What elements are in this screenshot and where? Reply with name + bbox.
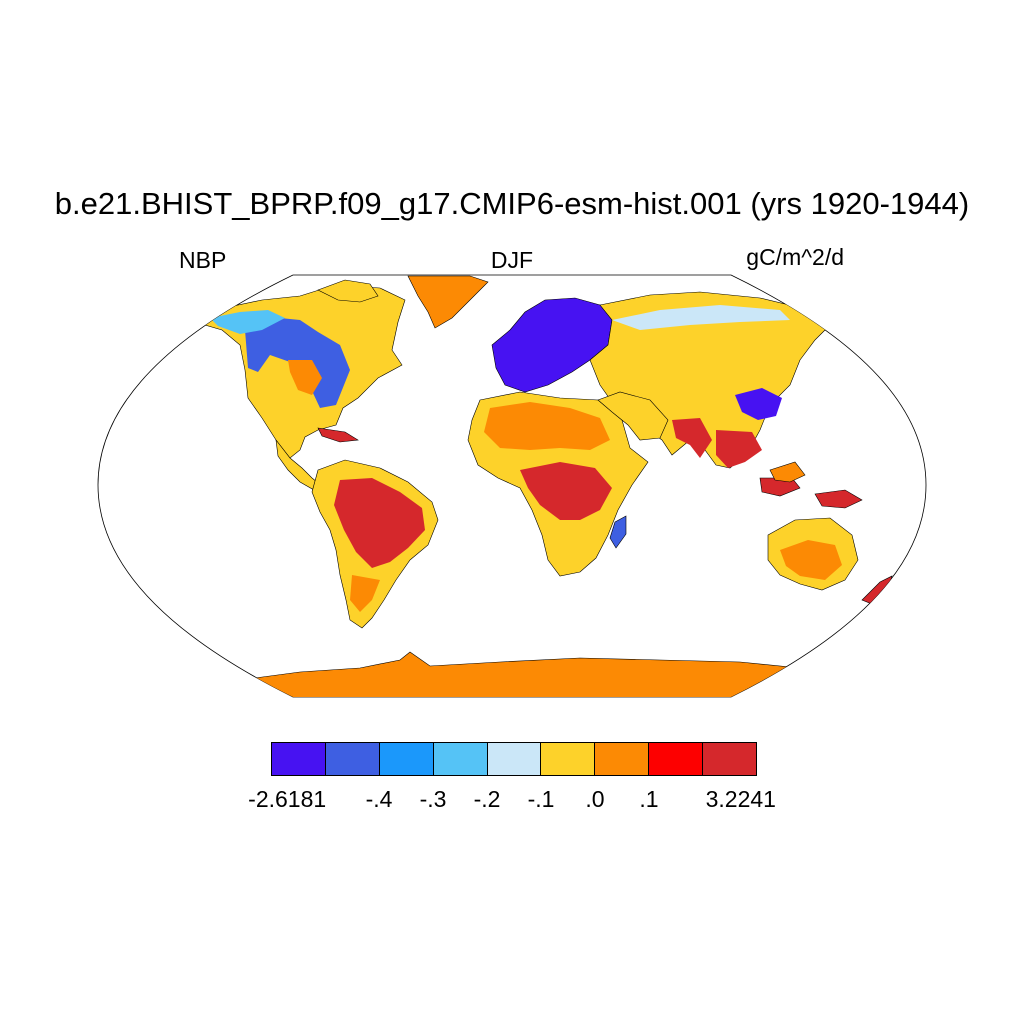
asia-lightblue — [612, 305, 790, 330]
colorbar-swatch — [487, 743, 542, 775]
colorbar-swatch — [433, 743, 488, 775]
sa-orange — [350, 575, 380, 612]
antarctica — [199, 651, 831, 697]
borneo — [769, 461, 806, 483]
australia-orange — [780, 540, 842, 580]
asia-blue-east — [735, 388, 782, 420]
colorbar-swatch — [649, 743, 704, 775]
greenland — [407, 275, 489, 329]
colorbar-swatch — [541, 743, 596, 775]
se-asia-red — [716, 430, 762, 468]
season-label: DJF — [490, 247, 534, 273]
madagascar — [609, 515, 627, 549]
colorbar-tick-label: -2.6181 — [248, 786, 327, 812]
na-lightblue — [210, 310, 285, 334]
colorbar-swatch — [379, 743, 434, 775]
colorbar-tick-label: -.3 — [419, 786, 447, 812]
middle-east — [597, 391, 669, 441]
africa-orange — [484, 402, 610, 450]
colorbar-tick-label: .0 — [585, 786, 605, 812]
arctic-islands — [317, 279, 379, 303]
sa-red — [334, 478, 425, 568]
colorbar-tick-label: -.4 — [365, 786, 393, 812]
colorbar-tick-label: 3.2241 — [705, 786, 776, 812]
colorbar-swatch — [595, 743, 650, 775]
colorbar-tick-label: -.2 — [473, 786, 501, 812]
colorbar — [271, 742, 757, 776]
colorbar-tick-label: .1 — [639, 786, 659, 812]
variable-label: NBP — [179, 247, 227, 273]
na-orange — [288, 360, 322, 395]
map-title: b.e21.BHIST_BPRP.f09_g17.CMIP6-esm-hist.… — [54, 186, 970, 221]
africa-red — [520, 462, 612, 520]
colorbar-swatch — [703, 743, 757, 775]
units-label: gC/m^2/d — [746, 244, 844, 270]
colorbar-tick-label: -.1 — [527, 786, 555, 812]
colorbar-swatch — [272, 743, 326, 775]
caribbean — [317, 427, 359, 443]
colorbar-swatch — [325, 743, 380, 775]
new-guinea — [814, 489, 863, 509]
india-red — [672, 418, 712, 458]
